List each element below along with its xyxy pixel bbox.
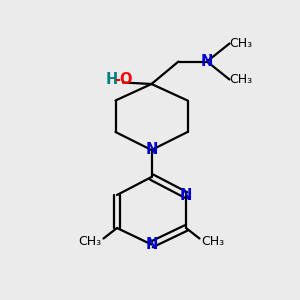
Text: N: N [201, 54, 213, 69]
Text: CH₃: CH₃ [201, 235, 225, 248]
Text: CH₃: CH₃ [229, 73, 253, 86]
Text: N: N [145, 237, 158, 252]
Text: N: N [145, 142, 158, 158]
Text: -O: -O [115, 72, 133, 87]
Text: CH₃: CH₃ [229, 37, 253, 50]
Text: H: H [106, 72, 118, 87]
Text: N: N [180, 188, 192, 202]
Text: CH₃: CH₃ [78, 235, 102, 248]
